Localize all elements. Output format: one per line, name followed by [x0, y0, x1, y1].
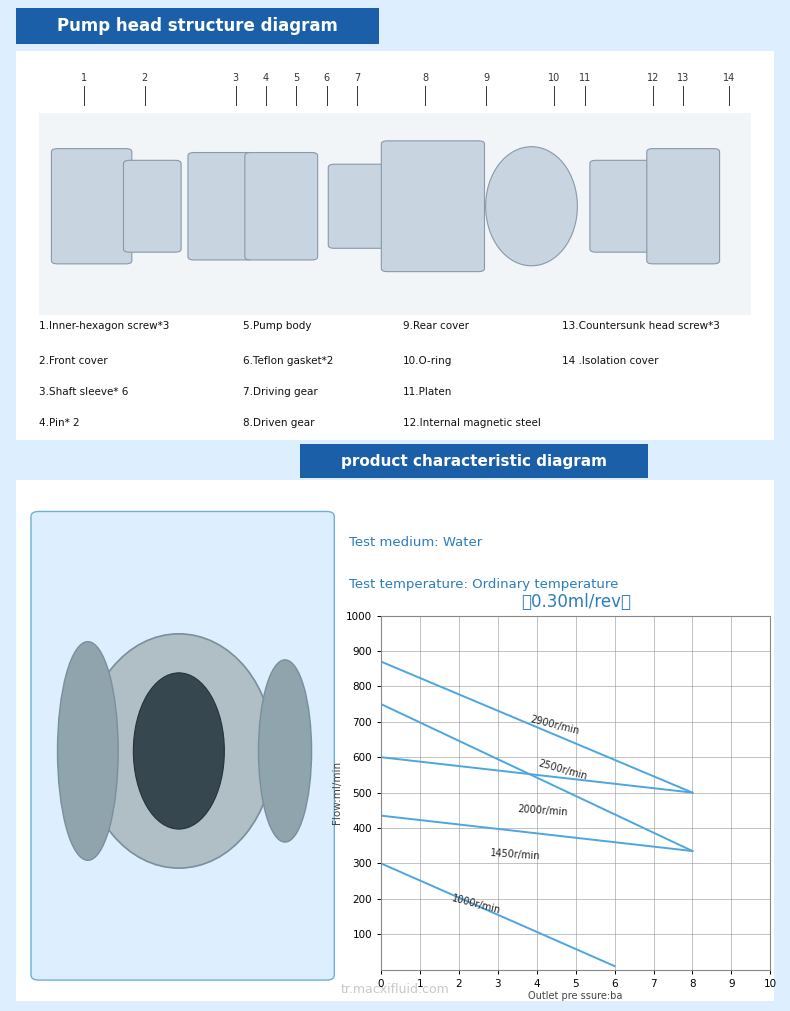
Text: 11.Platen: 11.Platen [403, 387, 452, 397]
FancyBboxPatch shape [8, 475, 782, 1006]
Text: 11: 11 [578, 73, 591, 83]
FancyBboxPatch shape [188, 153, 253, 260]
Text: 1000r/min: 1000r/min [451, 893, 502, 915]
FancyBboxPatch shape [273, 441, 675, 481]
Text: 7: 7 [354, 73, 360, 83]
Ellipse shape [258, 660, 311, 842]
Text: 1: 1 [81, 73, 87, 83]
Text: 2: 2 [141, 73, 148, 83]
Text: 4.Pin* 2: 4.Pin* 2 [39, 419, 79, 428]
Text: 3: 3 [233, 73, 239, 83]
Text: 3.Shaft sleeve* 6: 3.Shaft sleeve* 6 [39, 387, 128, 397]
Text: product characteristic diagram: product characteristic diagram [341, 454, 607, 468]
Text: Test medium: Water: Test medium: Water [349, 536, 483, 549]
Text: 5.Pump body: 5.Pump body [243, 320, 312, 331]
X-axis label: Outlet pre ssure:ba: Outlet pre ssure:ba [529, 992, 623, 1002]
Text: 14 .Isolation cover: 14 .Isolation cover [562, 356, 658, 366]
Text: 2.Front cover: 2.Front cover [39, 356, 107, 366]
Ellipse shape [84, 634, 273, 868]
Text: 13.Countersunk head screw*3: 13.Countersunk head screw*3 [562, 320, 720, 331]
FancyBboxPatch shape [123, 161, 181, 252]
Text: 6.Teflon gasket*2: 6.Teflon gasket*2 [243, 356, 333, 366]
Text: 8: 8 [423, 73, 428, 83]
Text: 10: 10 [548, 73, 560, 83]
Text: 4: 4 [263, 73, 269, 83]
Text: 1.Inner-hexagon screw*3: 1.Inner-hexagon screw*3 [39, 320, 169, 331]
FancyBboxPatch shape [245, 153, 318, 260]
FancyBboxPatch shape [0, 5, 408, 48]
Text: Pump head structure diagram: Pump head structure diagram [57, 17, 338, 35]
Title: 【0.30ml/rev】: 【0.30ml/rev】 [521, 593, 630, 612]
Text: 6: 6 [324, 73, 329, 83]
Text: 12.Internal magnetic steel: 12.Internal magnetic steel [403, 419, 540, 428]
FancyBboxPatch shape [382, 141, 484, 272]
Text: 9: 9 [483, 73, 489, 83]
FancyBboxPatch shape [51, 149, 132, 264]
Text: 8.Driven gear: 8.Driven gear [243, 419, 315, 428]
Text: 9.Rear cover: 9.Rear cover [403, 320, 468, 331]
Text: 2500r/min: 2500r/min [536, 758, 588, 782]
Text: 5: 5 [293, 73, 299, 83]
Text: Test temperature: Ordinary temperature: Test temperature: Ordinary temperature [349, 578, 619, 590]
Text: 1450r/min: 1450r/min [490, 848, 541, 861]
FancyBboxPatch shape [329, 164, 386, 249]
Text: 2000r/min: 2000r/min [517, 804, 568, 817]
FancyBboxPatch shape [8, 47, 782, 444]
Text: tr.macxifluid.com: tr.macxifluid.com [340, 983, 450, 996]
FancyBboxPatch shape [39, 113, 751, 315]
Text: 13: 13 [677, 73, 690, 83]
FancyBboxPatch shape [590, 161, 655, 252]
Ellipse shape [134, 673, 224, 829]
Ellipse shape [58, 642, 118, 860]
Text: 10.O-ring: 10.O-ring [403, 356, 452, 366]
Text: 2900r/min: 2900r/min [529, 715, 581, 736]
FancyBboxPatch shape [31, 512, 334, 980]
Text: 7.Driving gear: 7.Driving gear [243, 387, 318, 397]
Ellipse shape [486, 147, 577, 266]
Text: 14: 14 [723, 73, 735, 83]
FancyBboxPatch shape [647, 149, 720, 264]
Text: 12: 12 [647, 73, 659, 83]
Y-axis label: Flow:ml/min: Flow:ml/min [332, 761, 342, 824]
